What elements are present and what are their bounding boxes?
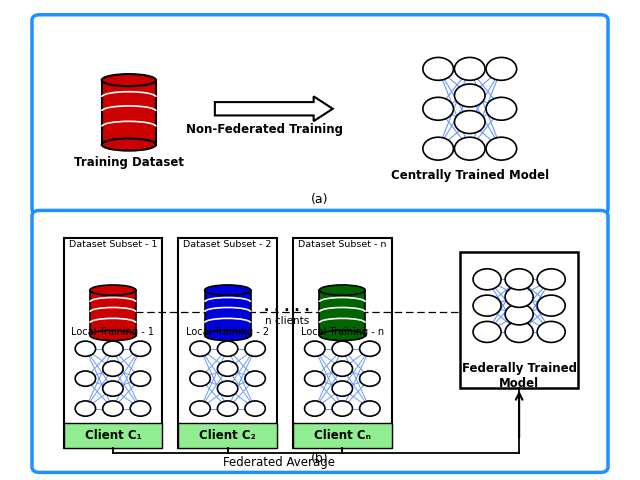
Text: (a): (a) [311,192,329,205]
Ellipse shape [102,138,156,151]
Circle shape [537,295,565,316]
Circle shape [218,341,238,356]
Circle shape [305,401,325,416]
Circle shape [190,371,211,386]
Circle shape [360,371,380,386]
Bar [293,238,392,447]
Circle shape [130,401,150,416]
Text: Centrally Trained Model: Centrally Trained Model [390,169,549,182]
Circle shape [473,295,501,316]
Text: Client C₂: Client C₂ [199,429,256,442]
Bar [460,252,578,388]
Ellipse shape [205,285,250,295]
FancyBboxPatch shape [205,290,250,336]
Text: Client C₁: Client C₁ [84,429,141,442]
Ellipse shape [319,285,365,295]
Circle shape [130,371,150,386]
Circle shape [473,269,501,290]
Text: n clients: n clients [265,316,309,326]
Circle shape [245,371,266,386]
FancyBboxPatch shape [32,210,608,472]
Text: Federated Average: Federated Average [223,456,335,468]
Circle shape [190,401,211,416]
Text: Dataset Subset - 1: Dataset Subset - 1 [68,240,157,249]
Circle shape [190,341,211,356]
Ellipse shape [205,330,250,341]
Circle shape [332,381,353,396]
Text: Local Training - 2: Local Training - 2 [186,327,269,337]
Circle shape [423,58,453,80]
Circle shape [75,401,95,416]
Circle shape [305,371,325,386]
Circle shape [102,361,123,376]
Bar [178,238,277,447]
Circle shape [423,137,453,160]
Circle shape [537,269,565,290]
Circle shape [486,137,516,160]
Text: Federally Trained
Model: Federally Trained Model [461,362,577,390]
Circle shape [505,287,533,307]
Circle shape [75,371,95,386]
Circle shape [218,401,238,416]
Text: Dataset Subset - n: Dataset Subset - n [298,240,387,249]
FancyArrow shape [215,96,333,121]
Circle shape [218,381,238,396]
Circle shape [75,341,95,356]
Ellipse shape [319,330,365,341]
Ellipse shape [90,285,136,295]
FancyBboxPatch shape [102,80,156,144]
Circle shape [360,401,380,416]
Circle shape [505,269,533,290]
Bar [293,423,392,447]
Circle shape [486,97,516,120]
Circle shape [332,401,353,416]
Circle shape [245,401,266,416]
Bar [63,423,163,447]
Ellipse shape [90,330,136,341]
Circle shape [537,322,565,342]
Circle shape [245,341,266,356]
Circle shape [332,341,353,356]
Circle shape [486,58,516,80]
Text: (b): (b) [311,452,329,465]
Circle shape [130,341,150,356]
Circle shape [360,341,380,356]
Circle shape [454,58,485,80]
Bar [63,238,163,447]
Circle shape [305,341,325,356]
Circle shape [473,322,501,342]
Circle shape [423,97,453,120]
Circle shape [332,361,353,376]
Text: Dataset Subset - 2: Dataset Subset - 2 [184,240,272,249]
FancyBboxPatch shape [90,290,136,336]
Circle shape [505,322,533,342]
Text: Training Dataset: Training Dataset [74,156,184,169]
Text: Local Training - 1: Local Training - 1 [72,327,154,337]
FancyBboxPatch shape [32,15,608,215]
Circle shape [454,137,485,160]
Circle shape [218,361,238,376]
Text: Non-Federated Training: Non-Federated Training [186,123,343,136]
Circle shape [102,341,123,356]
Ellipse shape [102,74,156,86]
Text: Client Cₙ: Client Cₙ [314,429,371,442]
Circle shape [505,304,533,325]
Bar [178,423,277,447]
Text: . . . . .: . . . . . [264,300,310,314]
Circle shape [454,84,485,107]
Circle shape [454,110,485,133]
Circle shape [102,381,123,396]
FancyBboxPatch shape [319,290,365,336]
Text: Local Training - n: Local Training - n [301,327,384,337]
Circle shape [102,401,123,416]
